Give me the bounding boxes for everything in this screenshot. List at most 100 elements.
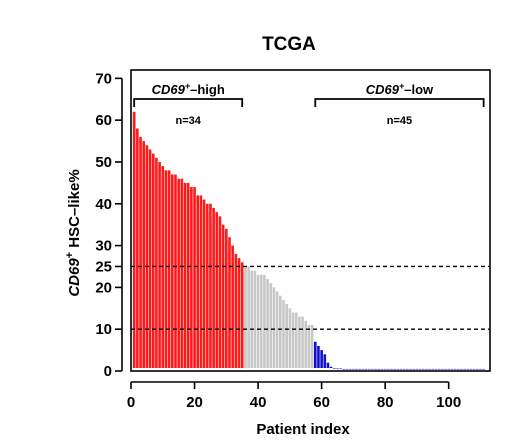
bar xyxy=(272,287,276,368)
y-tick-label: 30 xyxy=(95,238,112,255)
bar xyxy=(250,270,254,368)
bar xyxy=(463,368,466,370)
group-n-label: n=34 xyxy=(175,115,201,127)
bar xyxy=(164,170,168,368)
bar xyxy=(460,368,463,370)
plot-frame xyxy=(130,69,491,372)
bar xyxy=(409,368,412,370)
bar xyxy=(291,312,295,368)
y-tick-label: 25 xyxy=(95,258,112,275)
bar xyxy=(155,157,158,368)
y-axis-label-gene: CD69 xyxy=(66,258,83,297)
x-tick-label: 20 xyxy=(186,394,203,411)
bar xyxy=(320,350,323,368)
bar xyxy=(364,368,368,370)
bar xyxy=(437,368,441,370)
bar xyxy=(171,174,174,368)
bar xyxy=(339,368,342,370)
bar xyxy=(402,368,406,370)
bar xyxy=(148,149,152,368)
group-label-sup: + xyxy=(185,81,191,91)
x-tick-label: 80 xyxy=(377,394,394,411)
bar xyxy=(279,295,282,368)
bar xyxy=(298,316,301,368)
bar xyxy=(323,354,327,368)
bar xyxy=(259,274,263,368)
bar xyxy=(180,178,184,368)
bars xyxy=(132,111,485,370)
bar xyxy=(304,320,308,368)
bar xyxy=(317,345,320,368)
bar xyxy=(393,368,396,370)
bar xyxy=(225,228,228,368)
bar xyxy=(212,207,215,368)
bar xyxy=(333,368,336,369)
bar xyxy=(221,224,225,368)
bar xyxy=(205,203,209,368)
bar xyxy=(326,362,330,368)
x-tick-label: 40 xyxy=(250,394,267,411)
bar xyxy=(313,341,317,368)
bar xyxy=(174,174,177,368)
y-tick-label: 40 xyxy=(95,196,112,213)
bar xyxy=(421,368,425,370)
bar xyxy=(390,368,393,370)
bar xyxy=(358,368,362,370)
group-label-gene: CD69 xyxy=(366,82,400,97)
bar xyxy=(345,368,349,370)
bar xyxy=(158,161,161,368)
group-bracket xyxy=(314,98,485,107)
bar xyxy=(285,304,288,368)
bar xyxy=(482,368,485,370)
bar xyxy=(234,253,238,368)
bar xyxy=(215,212,219,368)
x-tick-label: 60 xyxy=(313,394,330,411)
group-label: CD69+–high xyxy=(152,81,225,97)
group-label-gene: CD69 xyxy=(152,82,186,97)
bar xyxy=(374,368,377,370)
bar xyxy=(371,368,374,370)
bar xyxy=(355,368,358,370)
bar xyxy=(228,237,231,368)
bar xyxy=(434,368,438,370)
bar xyxy=(453,368,457,370)
bar xyxy=(425,368,428,370)
bar xyxy=(367,368,371,370)
x-tick-label: 100 xyxy=(436,394,461,411)
bar xyxy=(383,368,387,370)
bar xyxy=(275,291,279,368)
bar xyxy=(186,182,190,369)
bar xyxy=(256,274,260,368)
bar xyxy=(336,368,339,370)
y-tick-label: 60 xyxy=(95,112,112,129)
bar xyxy=(450,368,454,370)
bar xyxy=(294,312,298,368)
y-axis-label-rest: HSC–like% xyxy=(66,169,83,252)
group-label-sup: + xyxy=(399,81,405,91)
bar xyxy=(288,308,292,368)
bar xyxy=(183,182,187,369)
bar xyxy=(415,368,419,370)
bar xyxy=(406,368,409,370)
y-axis-label: CD69+ HSC–like% xyxy=(64,169,83,296)
bar xyxy=(202,199,206,368)
bar xyxy=(387,368,390,370)
bar xyxy=(428,368,431,370)
y-tick-label: 50 xyxy=(95,154,112,171)
bar xyxy=(132,111,136,368)
bar xyxy=(151,153,155,368)
bar xyxy=(441,368,444,370)
bar xyxy=(266,279,269,368)
bar xyxy=(199,195,203,368)
bar xyxy=(444,368,447,370)
group-label: CD69+–low xyxy=(366,81,434,97)
bar xyxy=(329,366,333,368)
group-label-suffix: –high xyxy=(190,82,225,97)
bar xyxy=(269,283,273,368)
bar xyxy=(396,368,400,370)
bar xyxy=(142,141,146,368)
bar xyxy=(177,178,180,368)
bar xyxy=(377,368,381,370)
